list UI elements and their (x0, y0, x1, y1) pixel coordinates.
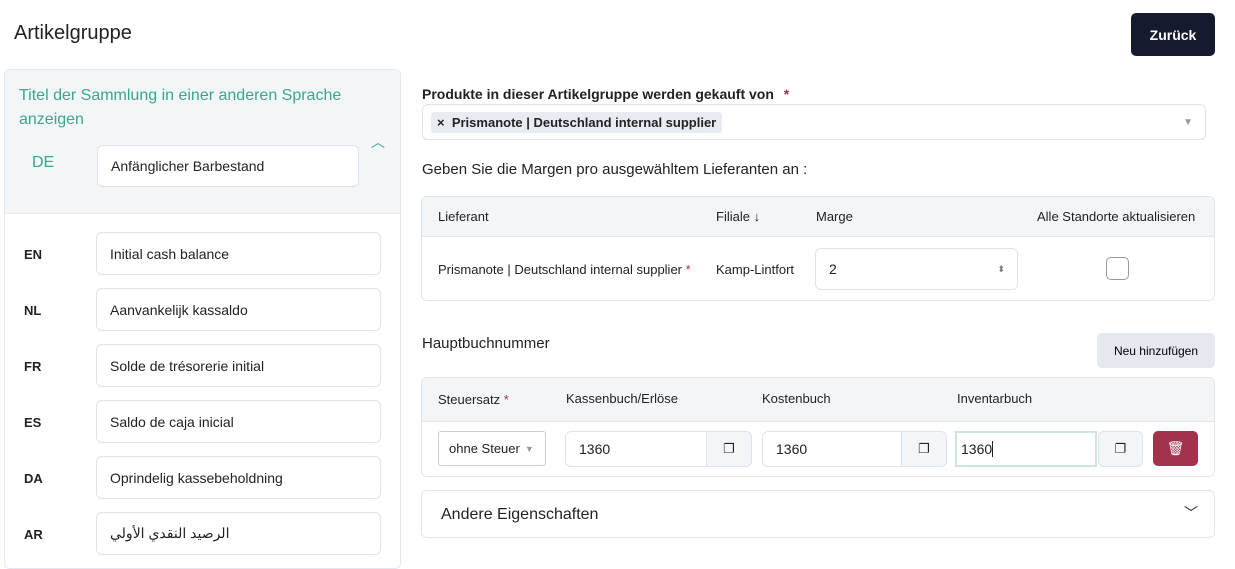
margin-branch: Kamp-Lintfort (716, 262, 795, 277)
lang-label: DE (32, 154, 55, 171)
lang-code: AR (24, 527, 43, 542)
margin-input[interactable]: 2 ⬍ (815, 248, 1018, 290)
dropdown-arrow-icon: ▼ (524, 443, 534, 454)
col-supplier: Lieferant (438, 209, 489, 224)
remove-tag-icon[interactable]: × (437, 114, 445, 130)
delete-button[interactable]: 🗑 (1153, 431, 1198, 466)
supplier-tag: × Prismanote | Deutschland internal supp… (431, 111, 723, 133)
translations-title: Titel der Sammlung in einer anderen Spra… (19, 87, 342, 128)
col-branch[interactable]: Filiale ↓ (716, 209, 761, 224)
margins-label: Geben Sie die Margen pro ausgewähltem Li… (422, 161, 808, 178)
lang-code: NL (24, 303, 42, 318)
translation-input[interactable]: Initial cash balance (96, 232, 381, 275)
col-tax: Steuersatz * (438, 392, 509, 407)
lang-code: EN (24, 247, 43, 262)
dropdown-arrow-icon: ▼ (1183, 116, 1193, 128)
lang-code: DA (24, 471, 43, 486)
translation-input[interactable]: الرصيد النقدي الأولي (96, 512, 381, 555)
trash-icon: 🗑 (1166, 440, 1185, 456)
col-cost: Kostenbuch (762, 391, 831, 406)
lang-code: FR (24, 359, 42, 374)
cost-input[interactable]: 1360 (762, 431, 902, 467)
lang-code: ES (24, 415, 42, 430)
copy-icon[interactable]: ❐ (1098, 431, 1143, 467)
translations-panel: Titel der Sammlung in einer anderen Spra… (4, 69, 401, 569)
margin-supplier: Prismanote | Deutschland internal suppli… (438, 262, 691, 277)
translation-input[interactable]: Solde de trésorerie initial (96, 344, 381, 387)
suppliers-select[interactable]: × Prismanote | Deutschland internal supp… (422, 104, 1206, 140)
translation-input[interactable]: Oprindelig kassebeholdning (96, 456, 381, 499)
stepper-icon[interactable]: ⬍ (997, 263, 1005, 274)
update-all-checkbox[interactable] (1106, 257, 1129, 280)
cash-input[interactable]: 1360 (565, 431, 707, 467)
copy-icon[interactable]: ❐ (706, 431, 752, 467)
inventory-input[interactable]: 1360 (955, 431, 1097, 467)
suppliers-label: Produkte in dieser Artikelgruppe werden … (422, 86, 790, 102)
copy-icon[interactable]: ❐ (901, 431, 947, 467)
col-update-all: Alle Standorte aktualisieren (1037, 209, 1196, 224)
margins-table (421, 196, 1215, 301)
translation-input[interactable]: Aanvankelijk kassaldo (96, 288, 381, 331)
default-title-input[interactable]: Anfänglicher Barbestand (97, 145, 359, 187)
translation-input[interactable]: Saldo de caja inicial (96, 400, 381, 443)
tax-select[interactable]: ohne Steuer ▼ (438, 431, 546, 466)
page-title: Artikelgruppe (14, 22, 132, 44)
ledger-label: Hauptbuchnummer (422, 335, 550, 352)
col-margin: Marge (816, 209, 853, 224)
col-cash: Kassenbuch/Erlöse (566, 391, 679, 406)
other-properties-accordion[interactable]: Andere Eigenschaften ﹀ (421, 490, 1215, 538)
other-properties-label: Andere Eigenschaften (441, 506, 599, 523)
ledger-table (421, 377, 1215, 477)
col-inventory: Inventarbuch (957, 391, 1033, 406)
chevron-up-icon[interactable]: ︿ (371, 134, 385, 150)
back-button[interactable]: Zurück (1131, 13, 1215, 56)
chevron-down-icon: ﹀ (1184, 505, 1198, 521)
add-ledger-button[interactable]: Neu hinzufügen (1097, 333, 1215, 368)
